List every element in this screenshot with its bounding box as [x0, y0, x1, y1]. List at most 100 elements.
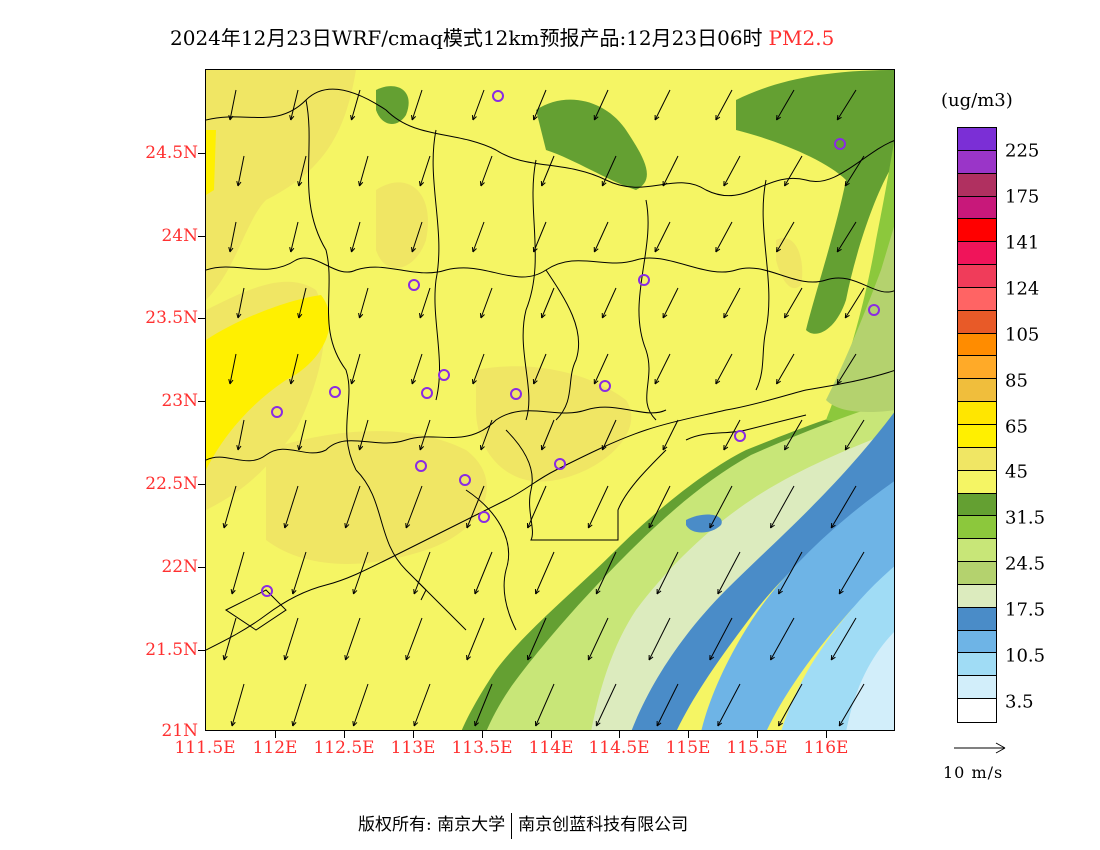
city-marker[interactable] — [510, 388, 522, 400]
concentration-zone-high — [206, 295, 330, 470]
wind-arrow-icon — [723, 419, 741, 451]
legend-swatch — [958, 653, 996, 677]
city-marker[interactable] — [261, 585, 273, 597]
wind-arrow-icon — [662, 155, 679, 187]
wind-arrow-icon — [230, 683, 245, 727]
lon-tick — [826, 731, 827, 738]
wind-arrow-icon — [474, 683, 493, 727]
city-marker[interactable] — [421, 387, 433, 399]
wind-arrow-icon — [222, 617, 237, 661]
lat-tick — [198, 484, 205, 485]
wind-arrow-icon — [717, 551, 741, 595]
concentration-zone — [266, 431, 487, 564]
concentration-zone-green — [736, 70, 894, 334]
wind-arrow-icon — [656, 551, 679, 595]
wind-arrow-icon — [405, 617, 423, 661]
wind-arrow-icon — [411, 221, 423, 253]
city-marker[interactable] — [734, 430, 746, 442]
lat-tick — [198, 318, 205, 319]
wind-arrow-icon — [526, 617, 547, 661]
city-marker[interactable] — [638, 274, 650, 286]
legend-swatch — [958, 493, 996, 517]
legend-swatch — [958, 196, 996, 220]
lon-label: 113E — [390, 738, 436, 758]
city-marker[interactable] — [834, 138, 846, 150]
legend-label: 10.5 — [1005, 645, 1046, 667]
wind-arrow-icon — [350, 353, 361, 385]
wind-arrow-icon — [352, 551, 369, 595]
legend-label: 175 — [1005, 186, 1040, 208]
wind-arrow-icon — [289, 353, 299, 385]
legend-unit: (ug/m3) — [941, 90, 1013, 111]
city-marker[interactable] — [438, 369, 450, 381]
wind-arrow-icon — [413, 683, 431, 727]
legend-swatch — [958, 699, 996, 722]
legend-label: 124 — [1005, 278, 1040, 300]
lon-label: 115E — [665, 738, 711, 758]
wind-arrow-icon — [776, 89, 795, 121]
city-marker[interactable] — [554, 458, 566, 470]
concentration-zone — [476, 366, 632, 482]
legend-swatch — [958, 128, 996, 151]
forecast-map[interactable] — [205, 69, 895, 731]
wind-arrow-icon — [770, 617, 795, 661]
legend-label: 45 — [1005, 461, 1028, 483]
city-marker[interactable] — [868, 304, 880, 316]
wind-arrow-icon — [289, 221, 299, 253]
wind-arrow-icon — [411, 353, 423, 385]
wind-arrow-icon — [228, 89, 237, 121]
concentration-zone-blue — [686, 514, 722, 533]
lon-label: 114.5E — [588, 738, 650, 758]
wind-arrow-icon — [474, 551, 493, 595]
wind-arrow-icon — [648, 617, 671, 661]
wind-arrow-icon — [352, 683, 369, 727]
lat-label: 22N — [161, 557, 198, 577]
wind-arrow-icon — [344, 617, 361, 661]
lon-label: 112E — [252, 738, 298, 758]
city-marker[interactable] — [271, 406, 283, 418]
wind-arrow-icon — [291, 551, 307, 595]
lat-label: 21N — [161, 721, 198, 741]
legend-swatch — [958, 516, 996, 540]
title-text: 2024年12月23日WRF/cmaq模式12km预报产品:12月23日06时 — [170, 26, 763, 50]
legend-label: 225 — [1005, 140, 1040, 162]
legend-swatch — [958, 539, 996, 563]
legend-swatch — [958, 584, 996, 608]
wind-arrow-icon — [297, 287, 307, 319]
wind-arrow-icon — [540, 287, 555, 319]
city-marker[interactable] — [329, 386, 341, 398]
wind-arrow-icon — [776, 353, 795, 385]
wind-arrow-icon — [601, 419, 617, 451]
wind-arrow-icon — [595, 683, 617, 727]
legend-swatch — [958, 150, 996, 174]
lat-label: 21.5N — [145, 640, 198, 660]
wind-arrow-icon — [836, 89, 857, 121]
wind-arrow-icon — [405, 485, 423, 529]
wind-arrow-icon — [715, 89, 733, 121]
legend-label: 31.5 — [1005, 507, 1046, 529]
legend-swatch — [958, 356, 996, 380]
city-marker[interactable] — [408, 279, 420, 291]
city-marker[interactable] — [599, 380, 611, 392]
city-markers — [261, 90, 880, 597]
legend-swatch — [958, 265, 996, 288]
copyright-org1: 南京大学 — [437, 815, 506, 835]
lon-tick — [344, 731, 345, 738]
wind-arrow-icon — [532, 353, 547, 385]
wind-arrow-icon — [593, 353, 609, 385]
city-marker[interactable] — [459, 474, 471, 486]
city-marker[interactable] — [415, 460, 427, 472]
wind-arrow-icon — [838, 683, 865, 727]
concentration-zone-high — [206, 130, 216, 195]
wind-arrow-icon — [662, 287, 679, 319]
legend-swatch — [958, 219, 996, 243]
legend-swatch — [958, 424, 996, 448]
wind-arrow-icon — [540, 155, 555, 187]
wind-arrow-icon — [593, 221, 609, 253]
lon-tick — [619, 731, 620, 738]
wind-arrow-icon — [236, 155, 245, 187]
wind-arrow-icon — [593, 89, 609, 121]
city-marker[interactable] — [492, 90, 504, 102]
wind-arrow-icon — [291, 683, 307, 727]
city-marker[interactable] — [478, 511, 490, 523]
